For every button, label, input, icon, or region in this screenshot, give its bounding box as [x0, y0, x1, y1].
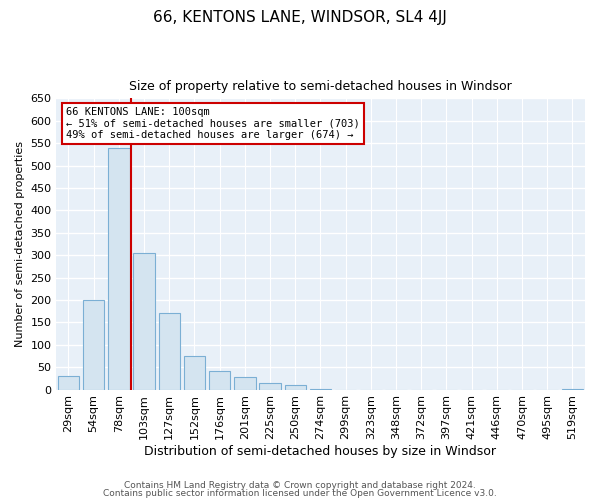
Text: 66 KENTONS LANE: 100sqm
← 51% of semi-detached houses are smaller (703)
49% of s: 66 KENTONS LANE: 100sqm ← 51% of semi-de… [67, 107, 360, 140]
Text: Contains public sector information licensed under the Open Government Licence v3: Contains public sector information licen… [103, 488, 497, 498]
Bar [184, 356, 205, 390]
Bar [108, 148, 130, 390]
Y-axis label: Number of semi-detached properties: Number of semi-detached properties [15, 141, 25, 347]
Bar [209, 371, 230, 390]
Bar [158, 314, 180, 390]
Title: Size of property relative to semi-detached houses in Windsor: Size of property relative to semi-detach… [129, 80, 512, 93]
Bar [234, 377, 256, 390]
Bar [310, 389, 331, 390]
Bar [133, 253, 155, 390]
Text: 66, KENTONS LANE, WINDSOR, SL4 4JJ: 66, KENTONS LANE, WINDSOR, SL4 4JJ [153, 10, 447, 25]
Bar [284, 385, 306, 390]
Text: Contains HM Land Registry data © Crown copyright and database right 2024.: Contains HM Land Registry data © Crown c… [124, 481, 476, 490]
Bar [562, 389, 583, 390]
X-axis label: Distribution of semi-detached houses by size in Windsor: Distribution of semi-detached houses by … [145, 444, 496, 458]
Bar [259, 383, 281, 390]
Bar [83, 300, 104, 390]
Bar [58, 376, 79, 390]
